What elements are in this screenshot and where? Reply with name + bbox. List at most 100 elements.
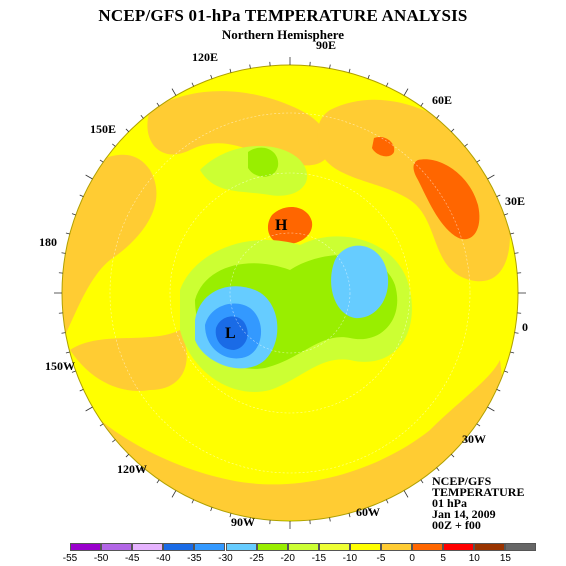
rim-tick	[71, 370, 76, 373]
legend-tick-label: 0	[409, 553, 415, 564]
orange-band-west	[62, 154, 157, 340]
lon-label-30w: 30W	[462, 432, 486, 446]
legend-tick-label: 15	[499, 553, 511, 564]
rim-tick	[61, 332, 66, 334]
legend-tick-label: -40	[156, 553, 171, 564]
orange-band-north	[147, 91, 330, 166]
rim-tick	[436, 467, 440, 471]
rim-tick	[156, 479, 160, 484]
lon-label-180: 180	[39, 235, 57, 249]
rim-tick	[329, 517, 331, 522]
rim-tick	[171, 88, 177, 96]
blue-low-east	[331, 245, 389, 319]
rim-tick	[504, 370, 509, 373]
lon-label-30e: 30E	[505, 194, 526, 208]
latitude-ring-3	[109, 112, 471, 474]
legend-tick-label: -10	[342, 553, 358, 564]
rim-tick	[249, 64, 251, 69]
legend-swatch	[349, 543, 381, 551]
legend-swatch	[225, 543, 257, 551]
lon-label-60e: 60E	[432, 93, 453, 107]
info-source: NCEP/GFS	[432, 474, 492, 488]
rim-tick	[125, 128, 130, 133]
lon-label-120e: 120E	[192, 50, 219, 64]
rim-tick	[420, 479, 424, 484]
rim-tick	[464, 439, 468, 443]
darker-green-north	[248, 147, 279, 177]
legend-tick-label: -25	[249, 553, 264, 564]
legend-tick-label: -35	[187, 553, 202, 564]
legend-swatch	[101, 543, 133, 551]
rim-tick	[249, 517, 251, 522]
rim-tick	[487, 174, 495, 180]
legend-tick-label: -20	[280, 553, 295, 564]
rim-tick	[367, 74, 370, 79]
rim-tick	[140, 115, 144, 119]
rim-tick	[403, 88, 409, 96]
rim-tick	[420, 102, 424, 107]
lon-label-90e: 90E	[316, 38, 337, 52]
legend-swatch	[287, 543, 319, 551]
legend-tick-label: 5	[440, 553, 446, 564]
rim-tick	[99, 159, 104, 163]
rim-tick	[450, 453, 455, 458]
legend-tick-label: -15	[311, 553, 327, 564]
legend-swatch	[381, 543, 413, 551]
rim-tick	[125, 453, 130, 458]
latitude-ring-2	[169, 172, 411, 414]
legend-swatch	[163, 543, 195, 551]
high-pressure-label: H	[275, 217, 288, 234]
map-subtitle: Northern Hemisphere	[221, 27, 345, 42]
legend-swatch	[443, 543, 475, 551]
rim-tick	[79, 388, 84, 392]
blue-low-center	[215, 316, 248, 350]
rim-tick	[464, 143, 468, 147]
info-variable: TEMPERATURE	[432, 485, 525, 499]
legend-tick-label: -55	[62, 553, 78, 564]
rim-tick	[348, 68, 351, 73]
rim-tick	[65, 351, 70, 354]
low-pressure-label: L	[225, 325, 236, 342]
rim-tick	[367, 507, 370, 512]
rim-tick	[385, 82, 389, 87]
legend-swatch	[256, 543, 288, 551]
map-title: NCEP/GFS 01-hPa TEMPERATURE ANALYSIS	[98, 6, 468, 25]
info-level: 01 hPa	[432, 496, 468, 510]
legend-swatch	[505, 543, 537, 551]
rim-tick	[450, 128, 455, 133]
rim-tick	[229, 513, 232, 518]
rim-tick	[476, 159, 481, 163]
rim-tick	[210, 74, 213, 79]
legend-swatch	[70, 543, 102, 551]
rim-tick	[496, 388, 501, 392]
rim-tick	[385, 499, 389, 504]
rim-tick	[514, 252, 519, 254]
rim-tick	[112, 439, 116, 443]
rim-tick	[191, 499, 195, 504]
legend-swatch	[474, 543, 506, 551]
rim-tick	[99, 423, 104, 427]
orange-band-west-lower	[70, 330, 187, 391]
lon-label-150e: 150E	[90, 122, 117, 136]
rim-tick	[348, 513, 351, 518]
rim-tick	[229, 68, 232, 73]
orange-band-south	[62, 360, 518, 520]
deep-orange-east	[413, 159, 480, 240]
rim-tick	[514, 332, 519, 334]
lon-label-120w: 120W	[117, 462, 147, 476]
legend-tick-label: -30	[218, 553, 233, 564]
rim-tick	[140, 467, 144, 471]
rim-tick	[510, 232, 515, 235]
legend-tick-label: -50	[93, 553, 109, 564]
rim-tick	[61, 252, 66, 254]
lon-label-60w: 60W	[356, 505, 380, 519]
rim-tick	[65, 232, 70, 235]
rim-tick	[510, 351, 515, 354]
deep-orange-high	[267, 206, 313, 245]
rim-tick	[156, 102, 160, 107]
lon-label-0: 0	[522, 320, 528, 334]
legend-swatch	[194, 543, 226, 551]
legend-swatch	[132, 543, 164, 551]
rim-tick	[112, 143, 116, 147]
rim-tick	[403, 490, 409, 498]
